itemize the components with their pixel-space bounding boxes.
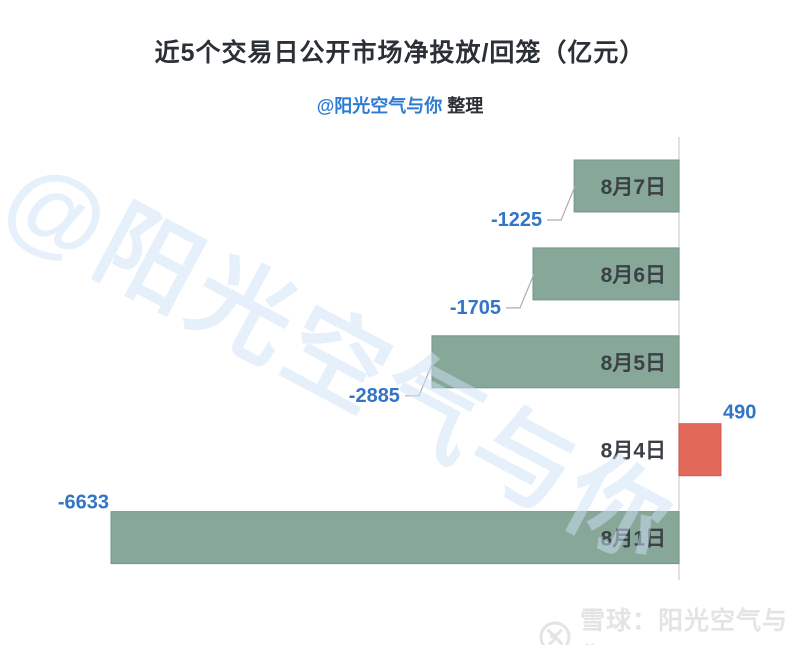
leader-line [547, 185, 576, 221]
bar-8月7日 [573, 159, 680, 213]
category-label: 8月4日 [601, 440, 666, 463]
category-label: 8月5日 [601, 352, 666, 375]
chart-subtitle: @阳光空气与你 整理 [0, 92, 800, 118]
bar-8月5日 [431, 335, 680, 389]
value-label: 490 [723, 402, 756, 424]
value-label: -1705 [450, 297, 501, 319]
bar-8月1日 [110, 511, 680, 565]
category-label: 8月7日 [601, 176, 666, 199]
leader-line [505, 273, 535, 309]
author-handle: @阳光空气与你 [316, 96, 443, 116]
chart-title: 近5个交易日公开市场净投放/回笼（亿元） [154, 39, 646, 67]
category-label: 8月6日 [601, 264, 666, 287]
bar-8月6日 [532, 247, 680, 301]
value-label: -6633 [58, 492, 109, 514]
value-label: -1225 [491, 209, 542, 231]
value-label: -2885 [349, 385, 400, 407]
source-watermark: 雪球：阳光空气与你 [538, 601, 800, 645]
leader-line [404, 361, 434, 397]
subtitle-suffix: 整理 [447, 96, 484, 116]
xueqiu-snowball-icon [538, 620, 572, 645]
source-text: 雪球：阳光空气与你 [580, 607, 789, 645]
bar-8月4日 [678, 423, 722, 477]
category-label: 8月1日 [601, 528, 666, 551]
